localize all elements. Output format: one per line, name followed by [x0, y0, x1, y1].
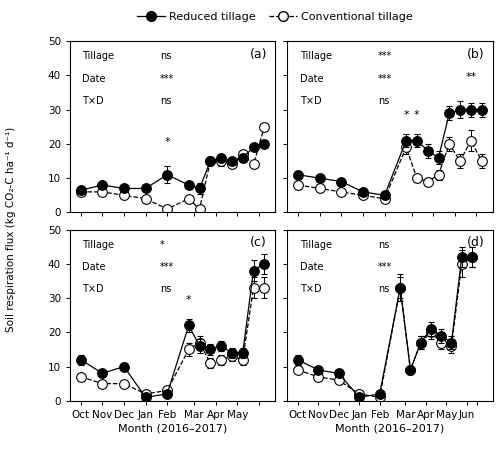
Text: *: * [164, 137, 170, 147]
X-axis label: Month (2016–2017): Month (2016–2017) [118, 424, 227, 434]
Text: ***: *** [160, 74, 174, 84]
Text: *: * [186, 295, 192, 305]
X-axis label: Month (2016–2017): Month (2016–2017) [336, 424, 444, 434]
Text: (c): (c) [250, 236, 267, 250]
Text: Date: Date [300, 262, 323, 272]
Text: Tillage: Tillage [82, 240, 114, 250]
Text: Soil respiration flux (kg CO₂-C ha⁻¹ d⁻¹): Soil respiration flux (kg CO₂-C ha⁻¹ d⁻¹… [6, 126, 16, 332]
Text: ***: *** [378, 74, 392, 84]
Text: ***: *** [160, 262, 174, 272]
Text: *: * [160, 240, 165, 250]
Text: ns: ns [378, 96, 389, 106]
Text: T×D: T×D [82, 96, 104, 106]
Text: ns: ns [160, 284, 172, 294]
Legend: Reduced tillage, Conventional tillage: Reduced tillage, Conventional tillage [132, 8, 418, 27]
Text: Date: Date [82, 262, 106, 272]
Text: ns: ns [160, 96, 172, 106]
Text: Tillage: Tillage [82, 51, 114, 61]
Text: **: ** [466, 72, 476, 82]
Text: (a): (a) [250, 48, 267, 61]
Text: Tillage: Tillage [300, 240, 332, 250]
Text: Tillage: Tillage [300, 51, 332, 61]
Text: Date: Date [82, 74, 106, 84]
Text: ns: ns [378, 240, 389, 250]
Text: ns: ns [378, 284, 389, 294]
Text: ***: *** [378, 51, 392, 61]
Text: *: * [414, 110, 420, 120]
Text: T×D: T×D [300, 284, 322, 294]
Text: ***: *** [378, 262, 392, 272]
Text: (b): (b) [466, 48, 484, 61]
Text: *: * [404, 110, 409, 120]
Text: T×D: T×D [300, 96, 322, 106]
Text: (d): (d) [466, 236, 484, 250]
Text: T×D: T×D [82, 284, 104, 294]
Text: Date: Date [300, 74, 323, 84]
Text: ns: ns [160, 51, 172, 61]
